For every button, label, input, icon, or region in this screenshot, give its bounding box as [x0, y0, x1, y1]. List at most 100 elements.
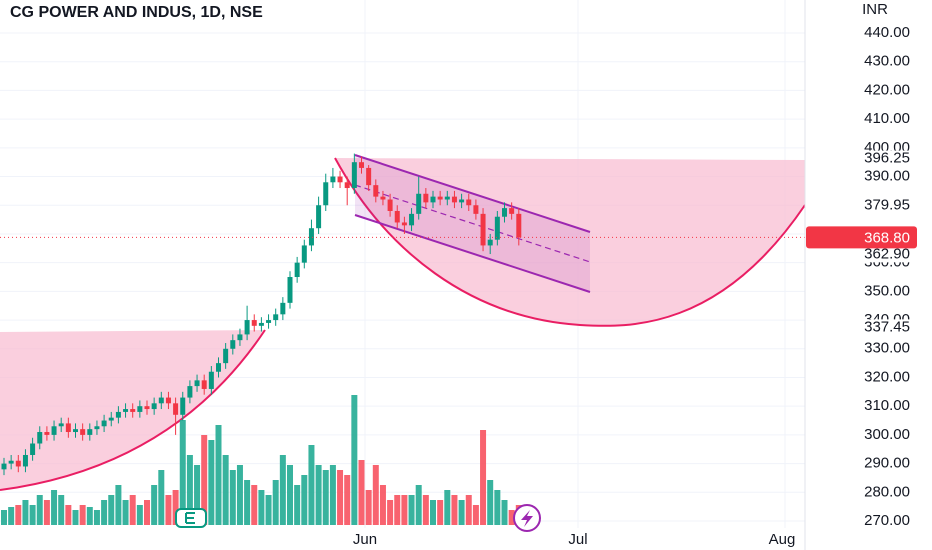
volume-bar	[93, 510, 100, 525]
volume-bar	[1, 510, 7, 525]
candle-body	[237, 334, 243, 341]
volume-bar	[186, 455, 193, 525]
volume-bar	[430, 500, 436, 525]
volume-bar	[172, 490, 179, 525]
volume-bar	[236, 465, 243, 525]
candle-body	[487, 239, 493, 246]
cup-right-curve	[334, 157, 806, 327]
price-label: 396.25	[864, 150, 910, 167]
candle-body	[22, 454, 28, 467]
candle-body	[459, 199, 465, 203]
volume-bar	[22, 500, 29, 525]
candle-body	[187, 386, 193, 398]
candle-body	[280, 302, 286, 315]
volume-bar	[401, 495, 408, 525]
candle-body	[344, 182, 350, 189]
candle-body	[437, 196, 443, 200]
y-tick-label: 290.00	[864, 455, 910, 472]
candle-body	[494, 216, 500, 240]
volume-bar	[215, 425, 222, 525]
candle-body	[301, 245, 307, 263]
candle-body	[165, 397, 171, 404]
price-label: 379.95	[864, 196, 910, 213]
price-label-bg	[815, 197, 915, 214]
volume-bar	[122, 500, 129, 525]
candle-body	[258, 322, 264, 326]
volume-bar	[136, 505, 143, 525]
volume-bar	[115, 485, 122, 525]
candle-body	[480, 213, 486, 246]
volume-bar	[358, 460, 365, 525]
volume-bar	[201, 435, 208, 525]
y-tick-label: 280.00	[864, 483, 910, 500]
volume-bar	[480, 430, 487, 525]
candle-body	[115, 411, 121, 418]
currency: INR	[862, 1, 888, 18]
volume-bar	[465, 495, 472, 525]
volume-bar	[458, 500, 465, 525]
candle-body	[1, 463, 7, 470]
candle-body	[223, 348, 229, 364]
volume-bar	[15, 505, 22, 525]
volume-bar	[165, 495, 172, 525]
candle-body	[251, 320, 257, 326]
candle-body	[8, 460, 14, 464]
volume-bar	[258, 490, 265, 525]
volume-bar	[394, 495, 401, 525]
candle-body	[266, 320, 272, 323]
volume-bar	[329, 465, 336, 525]
volume-bar	[308, 445, 315, 525]
volume-bar	[265, 495, 272, 525]
volume-bar	[86, 507, 93, 525]
volume-bar	[279, 455, 286, 525]
candle-body	[509, 208, 515, 214]
axis: 440.00430.00420.00410.00400.00390.00380.…	[806, 24, 917, 529]
channel-bottom	[354, 214, 591, 293]
candle-body	[316, 205, 322, 229]
candles	[1, 153, 522, 476]
candle-body	[516, 213, 522, 238]
candle-body	[123, 409, 129, 412]
candle-body	[201, 380, 207, 389]
volume-bar	[365, 490, 372, 525]
volume-bar	[101, 500, 108, 525]
candle-body	[73, 429, 78, 433]
current-price-box	[806, 226, 917, 249]
candle-body	[337, 176, 343, 183]
volume-bar	[43, 500, 50, 525]
volume-bar	[65, 505, 72, 525]
candle-body	[151, 403, 157, 410]
volume-bar	[51, 490, 58, 525]
candle-body	[58, 423, 64, 427]
price-label-bg	[815, 319, 915, 336]
volume-bar	[158, 470, 165, 525]
candle-body	[51, 426, 57, 435]
volume-bar	[372, 465, 379, 525]
volume-bar	[79, 505, 86, 525]
candle-body	[366, 167, 372, 186]
volume-bar	[337, 470, 344, 525]
candle-body	[323, 182, 329, 206]
x-tick-label: Jul	[568, 531, 587, 548]
volume-bar	[508, 510, 515, 525]
candle-body	[473, 205, 479, 214]
candle-body	[173, 403, 179, 415]
candle-body	[416, 193, 422, 214]
candle-body	[194, 380, 200, 387]
candle-body	[15, 460, 21, 467]
candle-body	[351, 162, 357, 189]
y-tick-label: 430.00	[864, 53, 910, 70]
volume-bar	[415, 485, 422, 525]
candle-body	[466, 199, 472, 206]
candle-body	[401, 222, 407, 226]
y-tick-label: 420.00	[864, 81, 910, 98]
candle-body	[423, 193, 429, 203]
volume-bar	[344, 475, 351, 525]
volume-bar	[444, 490, 451, 525]
volume-bar	[501, 500, 508, 525]
volume	[1, 395, 522, 525]
candle-body	[451, 196, 457, 203]
cup-left-curve	[0, 329, 266, 491]
candle-body	[308, 228, 314, 246]
